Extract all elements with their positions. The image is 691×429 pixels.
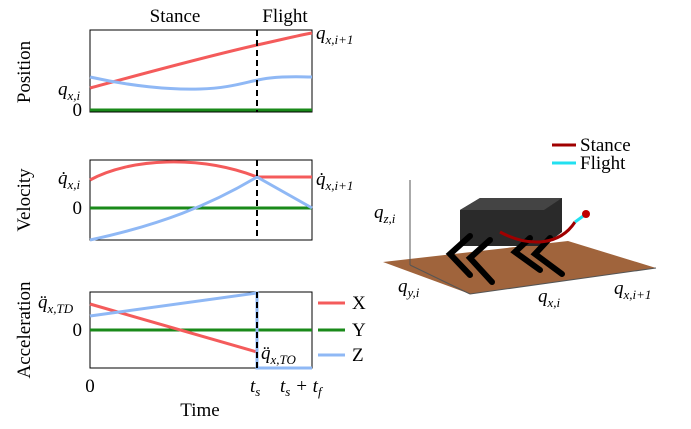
zero-label: 0 — [73, 320, 83, 341]
label-part: q̇ — [316, 169, 326, 190]
label-part: x,TD — [47, 301, 74, 316]
label-part: q — [614, 278, 624, 299]
label-part: x,TO — [270, 352, 297, 367]
axis-title: Acceleration — [14, 281, 35, 379]
axis-label: qx,i+1 — [614, 278, 651, 302]
label-part: x,i+1 — [325, 32, 354, 47]
axis-title: Velocity — [14, 168, 35, 232]
label-part: q — [316, 23, 326, 44]
axis-title: Position — [14, 40, 35, 103]
foot-point — [582, 210, 590, 218]
zero-label: 0 — [73, 100, 83, 121]
axis-label: qy,i — [398, 276, 420, 300]
time-tick: ts — [250, 376, 260, 399]
zero-label: 0 — [73, 198, 83, 219]
time-tick: ts + tf — [280, 376, 324, 399]
label-part: y,i — [406, 285, 420, 300]
value-label: q̈x,TD — [38, 292, 74, 316]
figure: Stance Flight Position qx,i 0 qx,i+1 Vel… — [0, 0, 691, 429]
axis-label: qx,i — [538, 286, 561, 310]
label-part: s — [255, 384, 260, 399]
legend-label: Flight — [580, 153, 626, 174]
value-label: q̈x,TO — [261, 343, 297, 367]
axis-title: Time — [180, 400, 219, 421]
plot-frame — [90, 30, 312, 112]
legend-label: Z — [352, 345, 364, 366]
value-label: q̇x,i+1 — [316, 169, 353, 193]
label-part: x,i+1 — [623, 287, 652, 302]
label-part: x,i — [547, 295, 561, 310]
label-part: q — [58, 79, 68, 100]
label-part: z,i — [383, 211, 396, 226]
value-label: q̇x,i — [58, 168, 81, 192]
label-part: q̇ — [58, 168, 68, 189]
phase-label: Flight — [262, 6, 308, 27]
label-part: f — [318, 384, 324, 399]
label-part: x,i — [67, 177, 81, 192]
phase-label: Stance — [150, 6, 201, 27]
curve-x — [90, 162, 312, 180]
label-part: q — [398, 276, 408, 297]
legend-label: Y — [352, 320, 366, 341]
label-part: q — [538, 286, 548, 307]
label-part: q — [374, 202, 384, 223]
value-label: qx,i+1 — [316, 23, 353, 47]
label-part: q̈ — [261, 343, 271, 364]
time-tick: 0 — [85, 376, 95, 397]
plot-frame — [90, 160, 312, 240]
axis-label: qz,i — [374, 202, 396, 226]
curve-x — [90, 33, 312, 88]
label-part: q̈ — [38, 292, 48, 313]
label-part: x,i+1 — [325, 178, 354, 193]
legend-label: X — [352, 293, 366, 314]
label-part: + t — [290, 376, 318, 397]
